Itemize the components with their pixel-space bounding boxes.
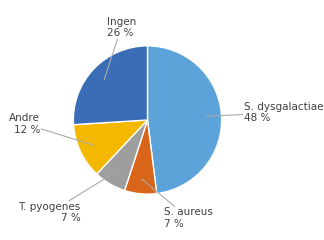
Wedge shape [73, 46, 147, 125]
Wedge shape [125, 120, 157, 194]
Text: Ingen
26 %: Ingen 26 % [104, 17, 136, 79]
Text: S. aureus
7 %: S. aureus 7 % [142, 179, 213, 229]
Wedge shape [97, 120, 147, 191]
Text: S. dysgalactiae
48 %: S. dysgalactiae 48 % [207, 102, 323, 123]
Text: T. pyogenes
7 %: T. pyogenes 7 % [18, 171, 117, 223]
Text: Andre
12 %: Andre 12 % [9, 113, 94, 145]
Wedge shape [74, 120, 147, 174]
Wedge shape [147, 46, 222, 193]
